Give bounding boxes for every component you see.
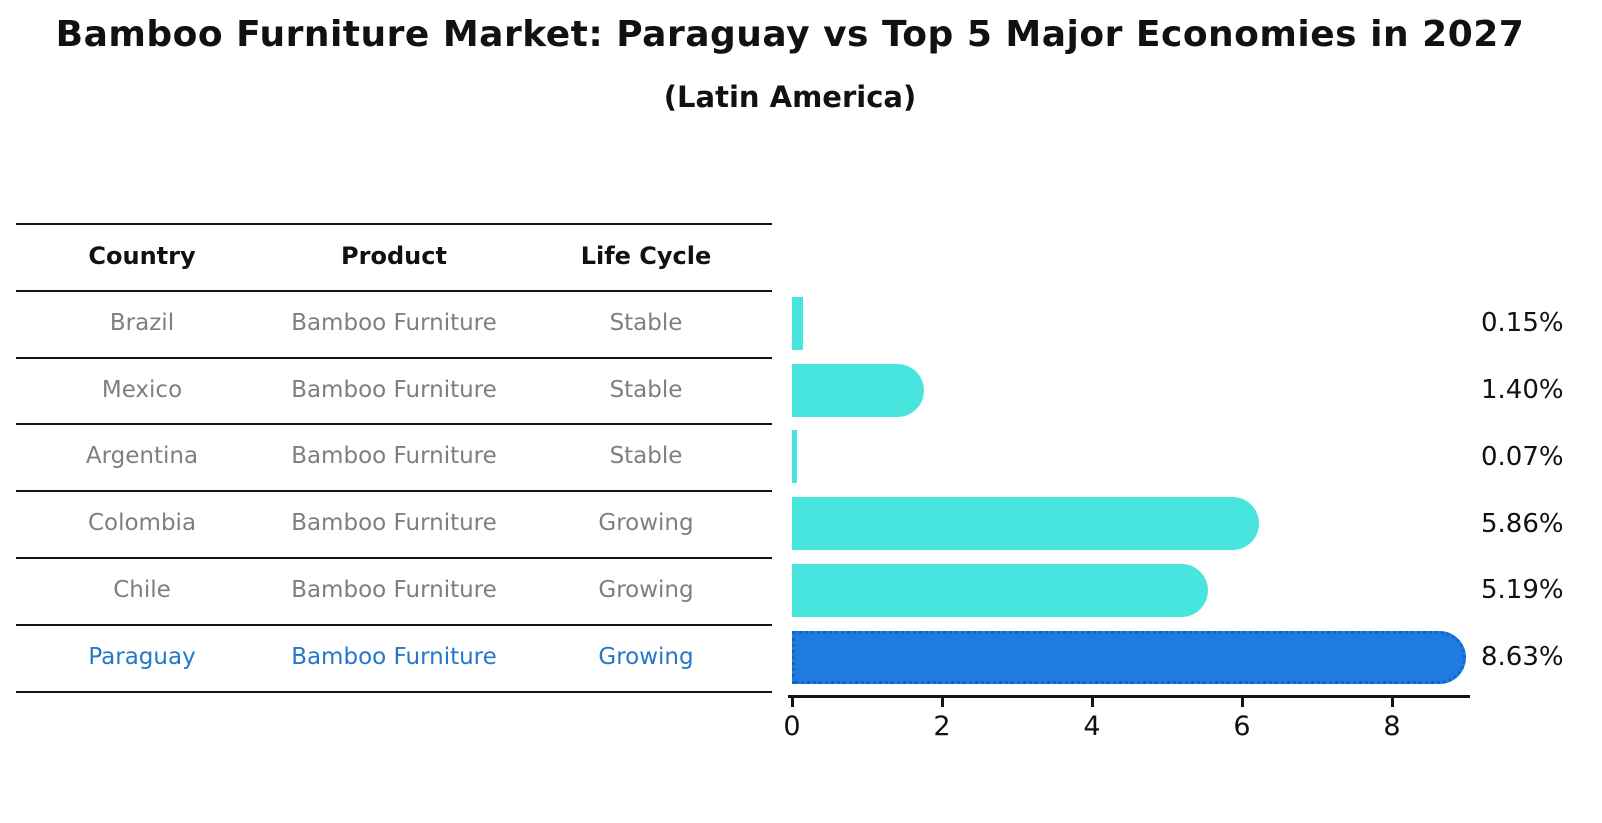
cell-product: Bamboo Furniture [291, 310, 497, 337]
column-header-product: Product [341, 242, 447, 271]
x-axis-tick [1390, 697, 1394, 707]
table-row: Colombia Bamboo Furniture Growing [16, 490, 772, 557]
x-axis-tick-label: 4 [1083, 710, 1101, 742]
x-axis-tick [1090, 697, 1094, 707]
value-label-chile: 5.19% [1481, 575, 1564, 606]
cell-country: Argentina [85, 443, 199, 470]
table-row: Mexico Bamboo Furniture Stable [16, 357, 772, 424]
table-rule [16, 357, 772, 359]
table-row: Chile Bamboo Furniture Growing [16, 557, 772, 624]
value-label-mexico: 1.40% [1481, 375, 1564, 405]
cell-product: Bamboo Furniture [291, 510, 497, 537]
chart-subtitle: (Latin America) [663, 80, 917, 114]
cell-country: Mexico [101, 377, 183, 404]
cell-product: Bamboo Furniture [291, 443, 497, 470]
table-rule [16, 691, 772, 693]
value-label-brazil: 0.15% [1481, 308, 1564, 339]
x-axis-tick-label: 6 [1233, 710, 1251, 742]
table-rule [16, 290, 772, 292]
cell-country: Brazil [109, 310, 175, 337]
x-axis-tick-label: 2 [933, 710, 951, 742]
cell-product: Bamboo Furniture [291, 577, 497, 604]
value-label-paraguay: 8.63% [1481, 642, 1564, 673]
column-header-country: Country [88, 242, 196, 271]
x-axis-tick [790, 697, 794, 707]
bar-brazil [792, 296, 804, 350]
x-axis-line [788, 694, 1470, 698]
column-header-life-cycle: Life Cycle [580, 242, 712, 271]
cell-country: Colombia [87, 510, 197, 537]
table-rule [16, 557, 772, 559]
table-row: Argentina Bamboo Furniture Stable [16, 423, 772, 490]
table-row: Brazil Bamboo Furniture Stable [16, 290, 772, 357]
cell-product: Bamboo Furniture [291, 644, 497, 671]
x-axis-tick [1240, 697, 1244, 707]
x-axis-tick-label: 0 [783, 710, 801, 742]
table-rule [16, 490, 772, 492]
highlighted-bar-paraguay [792, 630, 1467, 684]
bar-mexico [792, 363, 924, 417]
cell-life-cycle: Growing [598, 577, 694, 604]
cell-product: Bamboo Furniture [291, 377, 497, 404]
value-label-colombia: 5.86% [1481, 508, 1564, 539]
x-axis-tick-label: 8 [1383, 710, 1401, 742]
cell-life-cycle: Stable [609, 310, 683, 337]
bar-colombia [792, 497, 1259, 551]
table-header-row: Country Product Life Cycle [16, 223, 772, 290]
chart-title: Bamboo Furniture Market: Paraguay vs Top… [55, 14, 1525, 55]
cell-life-cycle: Growing [598, 510, 694, 537]
cell-life-cycle: Stable [609, 377, 683, 404]
cell-country: Chile [113, 577, 171, 604]
table-rule [16, 624, 772, 626]
table-rule [16, 423, 772, 425]
bar-argentina [792, 430, 798, 484]
x-axis-tick [940, 697, 944, 707]
bar-chile [792, 563, 1209, 617]
cell-life-cycle: Stable [609, 443, 683, 470]
cell-life-cycle: Growing [598, 644, 694, 671]
table-rule [16, 223, 772, 225]
data-table: Country Product Life Cycle Brazil Bamboo Fur… [16, 223, 772, 695]
table-row: Paraguay Bamboo Furniture Growing [16, 624, 772, 691]
cell-country: Paraguay [88, 644, 196, 671]
value-label-argentina: 0.07% [1481, 441, 1564, 472]
